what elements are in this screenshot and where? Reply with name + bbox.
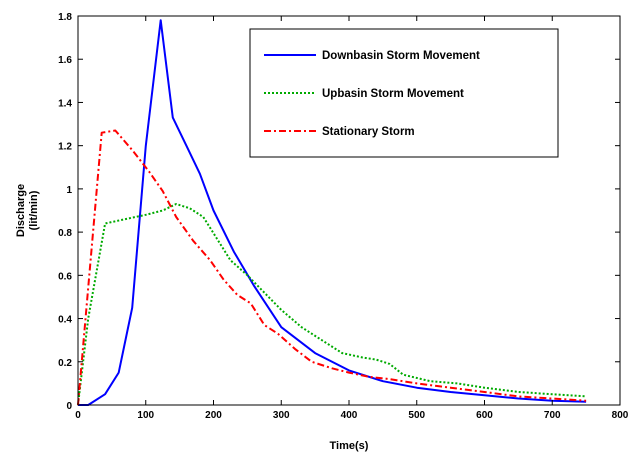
legend-label-downbasin-storm-movement: Downbasin Storm Movement (322, 50, 480, 62)
x-tick-label: 600 (476, 410, 493, 421)
y-tick-label: 1.4 (58, 98, 72, 109)
series-line-stationary-storm (77, 129, 587, 406)
x-tick-label: 200 (205, 410, 222, 421)
series-line-upbasin-storm-movement (77, 203, 587, 406)
y-tick-label: 0.2 (58, 358, 72, 369)
y-tick-label: 0.8 (58, 228, 72, 239)
y-tick-label: 0.6 (58, 271, 72, 282)
y-tick-label: 0.4 (58, 315, 72, 326)
legend-items: Downbasin Storm Movement Upbasin Storm Mo… (264, 50, 480, 138)
x-tick-label: 100 (137, 410, 154, 421)
y-axis-unit: (lit/min) (28, 190, 40, 230)
y-tick-label: 0 (66, 401, 72, 412)
x-tick-label: 800 (612, 410, 629, 421)
x-tick-label: 0 (75, 410, 81, 421)
y-axis-label-group: Discharge (lit/min) (15, 184, 40, 237)
y-tick-label: 1.8 (58, 12, 72, 23)
y-axis-label: Discharge (15, 184, 27, 237)
series-layer (77, 19, 587, 406)
y-tick-label: 1 (66, 185, 72, 196)
y-tick-label: 1.2 (58, 142, 72, 153)
legend: Downbasin Storm Movement Upbasin Storm Mo… (249, 28, 559, 158)
legend-label-stationary-storm: Stationary Storm (322, 126, 415, 138)
y-tick-label: 1.6 (58, 55, 72, 66)
x-axis-label: Time(s) (330, 440, 369, 452)
ticks-layer: 0 100 200 300 400 500 600 700 800 0 0.2 0.4 0.6 0.8 1 1… (58, 12, 629, 421)
legend-label-upbasin-storm-movement: Upbasin Storm Movement (322, 88, 464, 100)
x-tick-label: 300 (273, 410, 290, 421)
series-line-downbasin-storm-movement (78, 19, 587, 406)
x-tick-label: 500 (408, 410, 425, 421)
x-tick-label: 400 (341, 410, 358, 421)
x-tick-label: 700 (544, 410, 561, 421)
